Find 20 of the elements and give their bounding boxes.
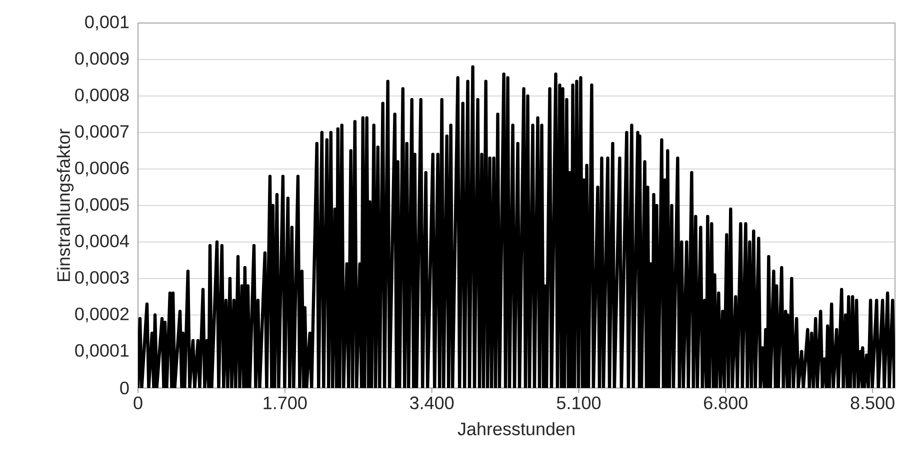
y-tick-label: 0,0005 — [75, 198, 129, 213]
y-tick-label: 0,0001 — [75, 344, 129, 359]
x-axis-title: Jahresstunden — [458, 422, 574, 436]
y-tick-label: 0,0002 — [75, 308, 129, 322]
x-tick-label: 6.800 — [704, 396, 748, 410]
y-tick-label: 0,0009 — [75, 52, 129, 67]
x-tick-label: 3.400 — [410, 396, 454, 410]
line-series — [138, 65, 896, 388]
y-tick-label: 0,0006 — [75, 162, 129, 176]
x-tick-label: 1.700 — [264, 396, 307, 410]
x-tick-label: 0 — [134, 396, 142, 410]
y-tick-label: 0,0007 — [75, 125, 129, 140]
x-tick-label: 8.500 — [850, 396, 894, 410]
x-tick-label: 5.100 — [556, 396, 601, 410]
y-tick-label: 0 — [120, 382, 129, 394]
y-tick-label: 0,001 — [85, 16, 129, 30]
y-tick-label: 0,0008 — [75, 88, 129, 104]
y-axis-title: Einstrahlungsfaktor — [56, 128, 74, 282]
y-tick-label: 0,0004 — [75, 234, 129, 250]
y-tick-label: 0,0003 — [75, 271, 129, 286]
